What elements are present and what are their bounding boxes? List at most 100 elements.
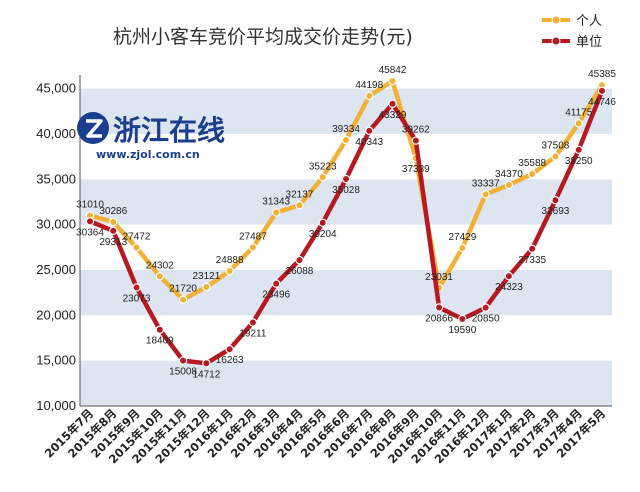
logo-z-icon [86,119,103,138]
data-label: 26088 [286,266,314,277]
series-layer [85,76,607,368]
data-label: 27429 [448,232,476,243]
data-point [458,314,467,324]
data-point [318,173,327,182]
legend: 个人 单位 [542,14,602,50]
data-label: 16263 [216,355,244,366]
data-point [481,303,490,312]
data-point [551,152,560,161]
data-label: 27472 [123,232,151,243]
data-label: 44198 [355,80,383,91]
data-label: 27335 [518,255,546,266]
data-point [574,145,583,155]
data-point [109,217,118,227]
data-point [597,86,607,96]
data-label: 30286 [99,206,127,217]
plot-bands [80,75,612,406]
data-label: 23496 [262,290,290,301]
data-point [527,244,537,253]
zjol-logo: 浙江在线 www.zjol.com.cn [77,112,225,161]
x-axis: 2015年7月2015年8月2015年9月2015年10月2015年11月201… [42,405,612,466]
data-label: 30364 [76,227,104,238]
data-point [504,180,514,190]
data-point [248,243,258,252]
data-label: 35588 [518,158,546,169]
data-label: 19211 [239,328,267,339]
data-point [574,119,583,128]
data-label: 23121 [192,271,220,282]
data-label: 34370 [495,169,523,180]
data-point [458,243,467,253]
data-label: 30204 [309,229,337,240]
y-tick-label: 10,000 [36,398,76,413]
data-point [132,283,141,292]
data-label: 45385 [588,69,616,80]
data-point [132,243,141,252]
data-label: 44746 [588,97,616,108]
data-label: 37508 [542,141,570,152]
data-point [178,295,188,304]
data-label: 20850 [472,314,500,325]
data-label: 32693 [542,206,570,217]
legend-label-personal: 个人 [576,14,602,29]
data-label: 37339 [402,164,430,175]
data-label: 32137 [286,189,314,200]
data-label: 40343 [355,137,383,148]
data-point [85,217,95,226]
data-label: 38250 [565,156,593,167]
data-label: 19590 [448,325,476,336]
data-point [109,226,118,236]
data-point [225,345,234,354]
data-label: 18409 [146,336,174,347]
plot-band [80,269,612,316]
data-point [155,272,165,281]
y-tick-label: 20,000 [36,307,76,322]
data-point [202,282,211,292]
y-tick-label: 25,000 [36,262,76,277]
data-label: 29313 [99,237,127,248]
data-point [504,271,514,281]
data-label: 31343 [262,196,290,207]
legend-marker-personal [551,15,561,25]
chart-title: 杭州小客车竞价平均成交价走势(元) [113,26,413,48]
data-point [225,266,234,276]
data-label: 15008 [169,367,197,378]
y-axis: 10,000 15,000 20,000 25,000 30,000 35,000 40,0… [36,75,81,413]
data-label: 35028 [332,185,360,196]
data-point [295,201,304,210]
data-label: 45842 [379,65,407,76]
y-tick-label: 15,000 [36,353,76,368]
y-tick-label: 40,000 [36,126,76,141]
data-point [341,174,351,184]
data-label: 27487 [239,231,267,242]
data-point [365,91,374,101]
data-point [202,359,211,368]
data-point [365,126,374,136]
data-point [271,279,281,288]
data-label: 24888 [216,255,244,266]
y-tick-label: 45,000 [36,81,76,96]
data-label: 41175 [565,107,593,118]
data-label: 20866 [425,313,453,324]
logo-url: www.zjol.com.cn [96,148,200,161]
plot-band [80,179,612,225]
plot-band [80,75,612,89]
logo-name: 浙江在线 [113,114,225,147]
data-point [155,325,165,334]
legend-label-company: 单位 [576,35,602,50]
data-label: 23073 [123,293,151,304]
data-point [295,255,304,265]
data-point [178,356,188,365]
data-point [551,196,560,205]
legend-marker-company [551,36,561,46]
data-point [434,303,444,312]
data-label: 14712 [192,369,220,380]
data-label: 39262 [402,125,430,136]
data-point [527,169,537,179]
data-point [271,208,281,217]
data-point [318,218,327,227]
plot-band [80,360,612,406]
data-label: 24323 [495,282,523,293]
